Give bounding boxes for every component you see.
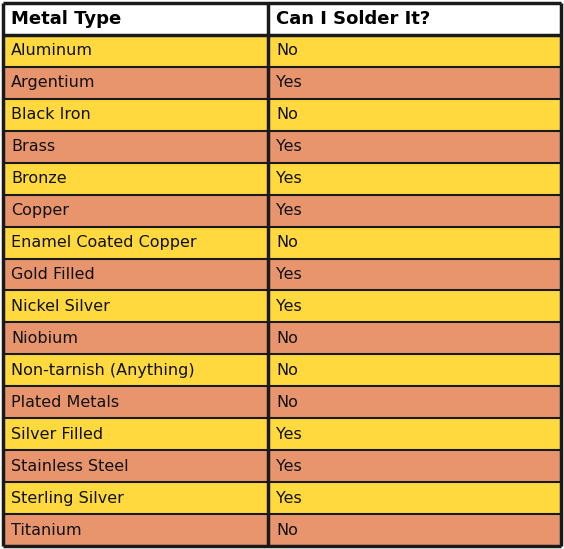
Text: Yes: Yes	[276, 299, 302, 314]
Text: Nickel Silver: Nickel Silver	[11, 299, 110, 314]
Text: Yes: Yes	[276, 427, 302, 442]
Text: Metal Type: Metal Type	[11, 10, 121, 28]
Text: Titanium: Titanium	[11, 523, 82, 537]
Text: Argentium: Argentium	[11, 75, 95, 91]
Bar	[3, 418, 561, 450]
Text: Yes: Yes	[276, 203, 302, 218]
Text: Silver Filled: Silver Filled	[11, 427, 103, 442]
Text: No: No	[276, 235, 298, 250]
Text: Non-tarnish (Anything): Non-tarnish (Anything)	[11, 363, 195, 378]
Text: No: No	[276, 523, 298, 537]
Text: Enamel Coated Copper: Enamel Coated Copper	[11, 235, 197, 250]
Bar	[3, 482, 561, 514]
Bar	[3, 290, 561, 322]
Text: Bronze: Bronze	[11, 171, 67, 186]
Bar	[3, 35, 561, 67]
Bar	[3, 131, 561, 163]
Text: Yes: Yes	[276, 139, 302, 154]
Text: Yes: Yes	[276, 75, 302, 91]
Text: Gold Filled: Gold Filled	[11, 267, 95, 282]
Text: No: No	[276, 363, 298, 378]
Text: Aluminum: Aluminum	[11, 43, 93, 58]
Bar	[3, 163, 561, 195]
Bar	[3, 354, 561, 386]
Text: Can I Solder It?: Can I Solder It?	[276, 10, 430, 28]
Text: Yes: Yes	[276, 491, 302, 506]
Bar	[3, 514, 561, 546]
Text: Black Iron: Black Iron	[11, 107, 91, 122]
Text: Brass: Brass	[11, 139, 55, 154]
Text: Sterling Silver: Sterling Silver	[11, 491, 124, 506]
Text: Plated Metals: Plated Metals	[11, 395, 119, 410]
Text: No: No	[276, 107, 298, 122]
Text: Copper: Copper	[11, 203, 69, 218]
Text: No: No	[276, 331, 298, 346]
Text: Yes: Yes	[276, 267, 302, 282]
Text: No: No	[276, 43, 298, 58]
Bar	[3, 227, 561, 259]
Bar	[3, 99, 561, 131]
Text: Yes: Yes	[276, 171, 302, 186]
Bar	[3, 450, 561, 482]
Bar	[3, 67, 561, 99]
Bar	[3, 195, 561, 227]
Text: Stainless Steel: Stainless Steel	[11, 458, 129, 474]
Bar	[3, 3, 561, 35]
Bar	[3, 259, 561, 290]
Text: Niobium: Niobium	[11, 331, 78, 346]
Text: Yes: Yes	[276, 458, 302, 474]
Bar	[3, 386, 561, 418]
Bar	[3, 322, 561, 354]
Text: No: No	[276, 395, 298, 410]
